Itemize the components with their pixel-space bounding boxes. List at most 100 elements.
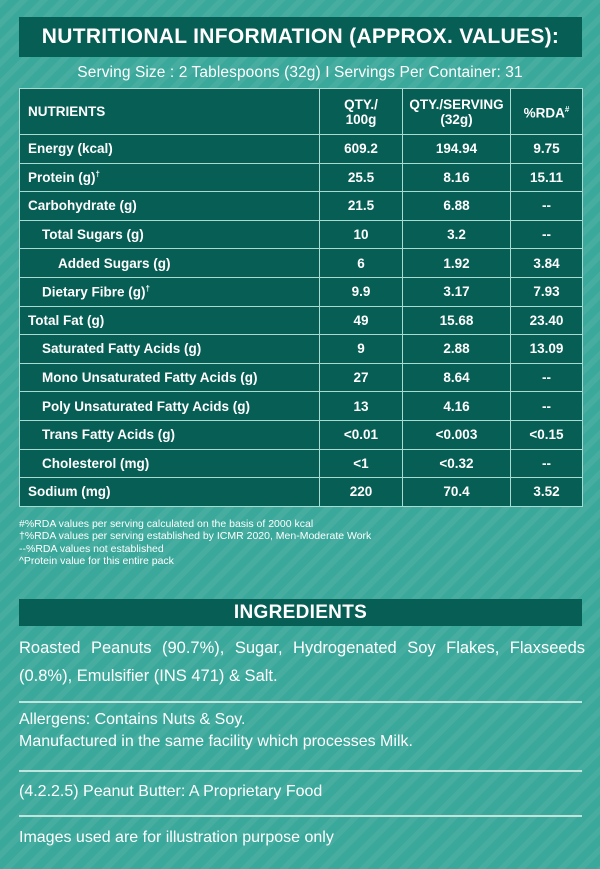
value-per-100g: 6 <box>319 248 403 278</box>
nutrient-name: Mono Unsaturated Fatty Acids (g) <box>28 370 258 385</box>
nutrient-label: Cholesterol (mg) <box>42 455 150 471</box>
nutrient-name-cell: Trans Fatty Acids (g) <box>19 419 320 450</box>
value-per-100g: 49 <box>319 305 403 336</box>
nutrient-name: Dietary Fibre (g)† <box>28 284 150 300</box>
value-per-100g: <1 <box>319 448 403 479</box>
nutrient-label: Carbohydrate (g) <box>28 198 137 214</box>
value-rda: 13.09 <box>510 334 583 364</box>
allergen-info: Allergens: Contains Nuts & Soy. Manufact… <box>19 709 582 753</box>
footnote-rda-basis: #%RDA values per serving calculated on t… <box>19 518 314 530</box>
nutrient-name-cell: Poly Unsaturated Fatty Acids (g) <box>19 391 320 421</box>
value-per-100g: 220 <box>319 477 403 507</box>
column-header-qty-serving-line2: (32g) <box>440 111 473 127</box>
column-header-qty-serving-line1: QTY./SERVING <box>409 96 504 112</box>
nutrient-label: Trans Fatty Acids (g) <box>42 427 176 443</box>
value-per-serving: 70.4 <box>402 477 511 507</box>
table-row: Energy (kcal) 609.2 194.94 9.75 <box>19 134 583 164</box>
nutrient-name: Poly Unsaturated Fatty Acids (g) <box>28 399 250 414</box>
footnote-not-established: --%RDA values not established <box>19 542 164 555</box>
nutrient-name-cell: Added Sugars (g) <box>19 248 320 278</box>
value-per-100g: 27 <box>319 362 403 393</box>
value-rda: 3.52 <box>510 477 583 507</box>
column-header-rda-label: %RDA <box>523 105 565 121</box>
value-rda: -- <box>510 362 583 393</box>
value-per-serving: 2.88 <box>402 334 511 364</box>
table-row: Total Fat (g) 49 15.68 23.40 <box>19 305 583 336</box>
value-per-serving: 4.16 <box>402 391 511 421</box>
ingredients-heading-text: INGREDIENTS <box>233 601 368 623</box>
value-per-serving: 194.94 <box>402 134 511 164</box>
value-per-serving: <0.32 <box>402 448 511 479</box>
column-header-qty-100g-line2: 100g <box>345 111 377 127</box>
nutrient-name: Total Sugars (g) <box>28 227 144 242</box>
nutrient-name: Carbohydrate (g) <box>28 198 137 213</box>
nutrient-label: Total Sugars (g) <box>42 227 144 243</box>
illustration-disclaimer: Images used are for illustration purpose… <box>19 829 334 846</box>
nutrient-name: Energy (kcal) <box>28 141 113 156</box>
footnotes: #%RDA values per serving calculated on t… <box>19 518 579 567</box>
nutrient-label: Energy (kcal) <box>28 141 113 157</box>
table-row: Mono Unsaturated Fatty Acids (g) 27 8.64 -- <box>19 362 583 393</box>
table-row: Protein (g)† 25.5 8.16 15.11 <box>19 162 583 193</box>
ingredients-heading: INGREDIENTS <box>19 599 582 626</box>
table-row: Poly Unsaturated Fatty Acids (g) 13 4.16 -- <box>19 391 583 421</box>
nutrient-name-cell: Sodium (mg) <box>19 477 320 507</box>
nutrient-name: Trans Fatty Acids (g) <box>28 427 175 442</box>
value-rda: 9.75 <box>510 134 583 164</box>
divider <box>19 701 582 703</box>
footnote-protein: ^Protein value for this entire pack <box>19 554 174 567</box>
nutrient-name-cell: Dietary Fibre (g)† <box>19 276 320 307</box>
value-per-serving: 15.68 <box>402 305 511 336</box>
value-per-100g: 13 <box>319 391 403 421</box>
table-row: Saturated Fatty Acids (g) 9 2.88 13.09 <box>19 334 583 364</box>
nutrient-footnote-mark: † <box>145 284 150 294</box>
nutrient-name-cell: Saturated Fatty Acids (g) <box>19 334 320 364</box>
nutrient-name-cell: Total Fat (g) <box>19 305 320 336</box>
value-rda: -- <box>510 219 583 250</box>
nutrient-label: Mono Unsaturated Fatty Acids (g) <box>42 370 258 386</box>
value-per-100g: 9.9 <box>319 276 403 307</box>
value-per-100g: 9 <box>319 334 403 364</box>
table-row: Carbohydrate (g) 21.5 6.88 -- <box>19 191 583 221</box>
value-rda: -- <box>510 391 583 421</box>
nutrient-label: Protein (g) <box>28 170 96 186</box>
value-rda: 7.93 <box>510 276 583 307</box>
column-header-qty-serving: QTY./SERVING (32g) <box>402 88 511 135</box>
value-rda: 3.84 <box>510 248 583 278</box>
nutrient-name: Sodium (mg) <box>28 484 111 499</box>
proprietary-food-note: (4.2.2.5) Peanut Butter: A Proprietary F… <box>19 783 323 800</box>
table-row: Cholesterol (mg) <1 <0.32 -- <box>19 448 583 479</box>
value-per-serving: 8.64 <box>402 362 511 393</box>
nutrient-name-cell: Mono Unsaturated Fatty Acids (g) <box>19 362 320 393</box>
value-per-serving: 8.16 <box>402 162 511 193</box>
value-per-serving: <0.003 <box>402 419 511 450</box>
nutrient-label: Total Fat (g) <box>28 312 105 328</box>
nutrient-name: Protein (g)† <box>28 170 100 186</box>
nutrient-name: Total Fat (g) <box>28 313 104 328</box>
value-per-serving: 3.17 <box>402 276 511 307</box>
allergen-contains: Allergens: Contains Nuts & Soy. <box>19 711 246 728</box>
divider <box>19 815 582 817</box>
nutrition-title: NUTRITIONAL INFORMATION (APPROX. VALUES)… <box>19 17 582 57</box>
table-header-row: NUTRIENTS QTY./ 100g QTY./SERVING (32g) … <box>19 88 583 135</box>
nutrient-name-cell: Cholesterol (mg) <box>19 448 320 479</box>
column-header-qty-100g: QTY./ 100g <box>319 88 403 135</box>
nutrient-label: Poly Unsaturated Fatty Acids (g) <box>42 398 251 414</box>
value-per-100g: 21.5 <box>319 191 403 221</box>
footnote-icmr: †%RDA values per serving established by … <box>19 530 372 543</box>
value-per-100g: 25.5 <box>319 162 403 193</box>
nutrient-label: Sodium (mg) <box>28 484 111 500</box>
table-row: Added Sugars (g) 6 1.92 3.84 <box>19 248 583 278</box>
nutrient-name-cell: Total Sugars (g) <box>19 219 320 250</box>
column-header-nutrients: NUTRIENTS <box>19 88 320 135</box>
nutrition-table: NUTRIENTS QTY./ 100g QTY./SERVING (32g) … <box>19 88 583 507</box>
table-row: Trans Fatty Acids (g) <0.01 <0.003 <0.15 <box>19 419 583 450</box>
value-rda: <0.15 <box>510 419 583 450</box>
nutrition-table-body: Energy (kcal) 609.2 194.94 9.75 Protein (g)†… <box>19 134 583 507</box>
value-rda: 15.11 <box>510 162 583 193</box>
value-per-100g: <0.01 <box>319 419 403 450</box>
column-header-rda-mark: # <box>564 105 570 115</box>
ingredients-list: Roasted Peanuts (90.7%), Sugar, Hydrogen… <box>19 639 585 685</box>
column-header-qty-100g-line1: QTY./ <box>344 96 378 112</box>
nutrient-name: Added Sugars (g) <box>28 256 171 271</box>
